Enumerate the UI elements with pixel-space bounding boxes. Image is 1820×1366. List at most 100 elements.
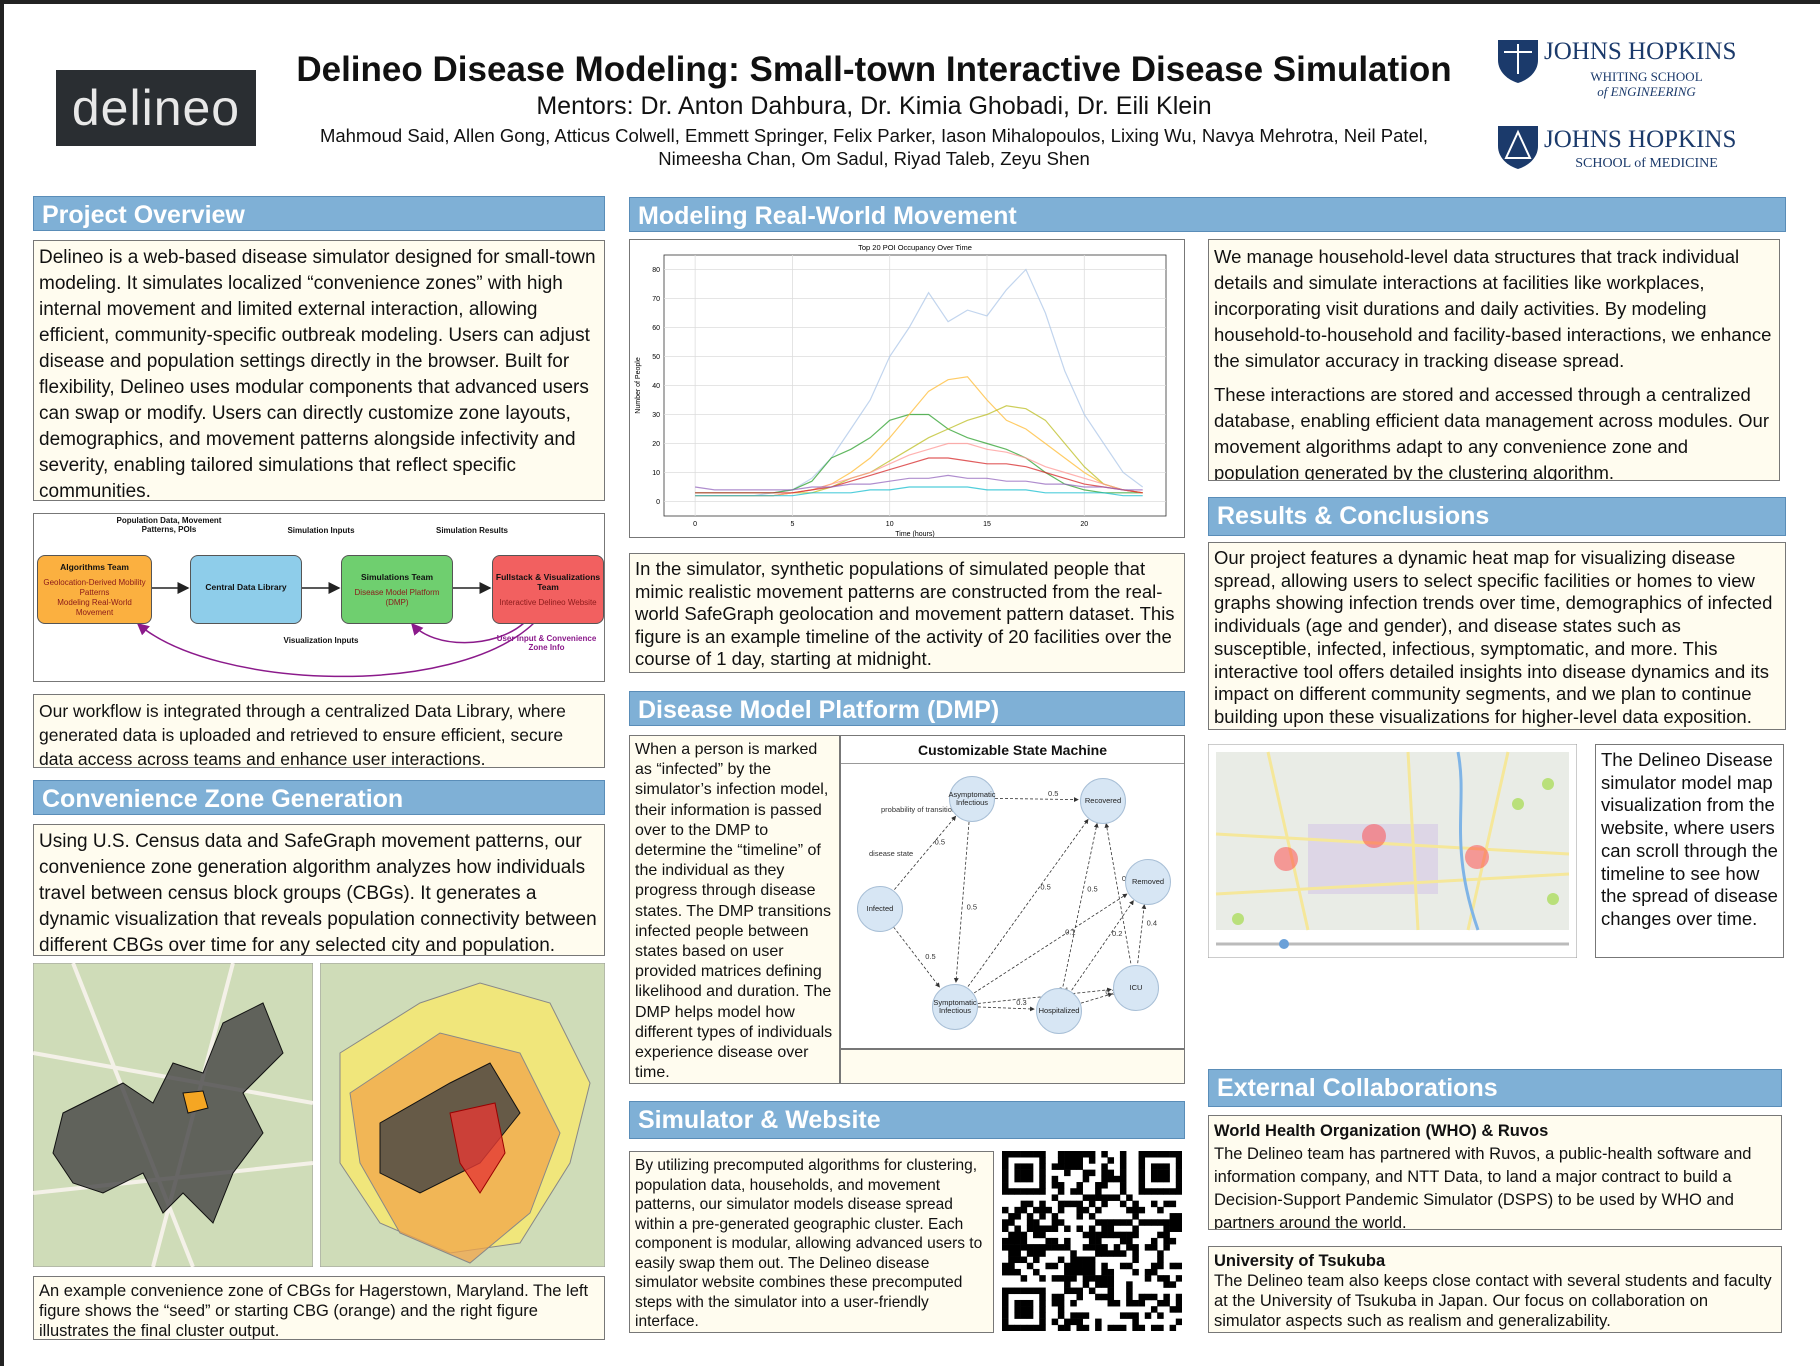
qr-module: [1002, 1268, 1009, 1276]
qr-module: [1057, 1306, 1065, 1313]
qr-module: [1064, 1275, 1071, 1282]
qr-module: [1064, 1262, 1071, 1270]
qr-module: [1095, 1275, 1102, 1282]
qr-module: [1051, 1225, 1059, 1232]
qr-module: [1039, 1318, 1046, 1326]
qr-module: [1026, 1225, 1034, 1232]
caption: The Delineo Disease simulator model map …: [1595, 744, 1784, 958]
qr-module: [1175, 1219, 1182, 1226]
section-heading: Disease Model Platform (DMP): [629, 691, 1185, 726]
qr-module: [1020, 1275, 1028, 1282]
seed-polygon: [182, 1090, 209, 1114]
edge-label: 0.2: [1105, 987, 1115, 996]
qr-module: [1169, 1151, 1177, 1158]
qr-module: [1033, 1324, 1040, 1331]
y-tick-label: 20: [652, 441, 660, 448]
qr-module: [1144, 1188, 1152, 1195]
qr-module: [1119, 1157, 1127, 1164]
qr-module: [1064, 1318, 1071, 1326]
qr-module: [1039, 1200, 1046, 1208]
section-text: Delineo is a web-based disease simulator…: [33, 240, 605, 501]
qr-module: [1157, 1175, 1164, 1183]
qr-module: [1113, 1244, 1121, 1251]
qr-module: [1057, 1244, 1065, 1251]
collaboration-text: The Delineo team has partnered with Ruvo…: [1214, 1145, 1752, 1230]
qr-module: [1163, 1293, 1170, 1301]
qr-module: [1157, 1163, 1164, 1170]
qr-module: [1157, 1256, 1164, 1264]
cluster-polygon: [52, 1002, 284, 1224]
qr-module: [1070, 1188, 1077, 1195]
qr-module: [1020, 1206, 1028, 1214]
transition-edge: [1137, 904, 1147, 964]
qr-module: [1014, 1299, 1021, 1307]
arrow: [136, 622, 535, 678]
qr-module: [1107, 1225, 1115, 1232]
qr-module: [1107, 1287, 1115, 1295]
qr-module: [1169, 1200, 1177, 1208]
qr-module: [1051, 1237, 1059, 1245]
qr-module: [1076, 1225, 1083, 1232]
qr-module: [1020, 1188, 1028, 1195]
qr-module: [1057, 1293, 1065, 1301]
qr-module: [1064, 1324, 1071, 1331]
qr-module: [1150, 1151, 1158, 1158]
qr-module: [1076, 1312, 1083, 1319]
qr-module: [1088, 1225, 1096, 1232]
jhu-school: SCHOOL of MEDICINE: [1575, 156, 1718, 171]
qr-module: [1039, 1293, 1046, 1301]
qr-module: [1107, 1299, 1115, 1307]
qr-module: [1126, 1312, 1133, 1319]
edge-label: 0.5: [925, 952, 935, 961]
paragraph: We manage household-level data structure…: [1214, 246, 1772, 371]
qr-module: [1107, 1268, 1115, 1276]
jhu-name: JOHNS HOPKINS: [1544, 126, 1737, 153]
qr-module: [1095, 1250, 1102, 1257]
qr-module: [1039, 1225, 1046, 1232]
line-chart: 0 10 20 30 40 50 60 70 80 0 5 10 15 20 Top 20 POI Occu…: [629, 239, 1185, 538]
state-node: ICU: [1113, 965, 1159, 1011]
qr-module: [1020, 1299, 1028, 1307]
qr-module: [1163, 1244, 1170, 1251]
qr-module: [1150, 1237, 1158, 1245]
qr-module: [1150, 1306, 1158, 1313]
section-text: By utilizing precomputed algorithms for …: [629, 1151, 994, 1333]
qr-module: [1101, 1200, 1108, 1208]
poi: [1512, 798, 1524, 810]
qr-module: [1163, 1163, 1170, 1170]
qr-module: [1008, 1219, 1015, 1226]
qr-module: [1144, 1268, 1152, 1276]
qr-module: [1175, 1182, 1182, 1189]
qr-module: [1033, 1188, 1040, 1195]
qr-module: [1014, 1256, 1021, 1264]
qr-module: [1082, 1175, 1090, 1183]
qr-module: [1026, 1169, 1034, 1177]
qr-module: [1057, 1182, 1065, 1189]
collaboration-title: University of Tsukuba: [1214, 1252, 1386, 1270]
qr-module: [1082, 1281, 1090, 1288]
qr-module: [1008, 1250, 1015, 1257]
qr-module: [1051, 1293, 1059, 1301]
qr-module: [1088, 1256, 1096, 1264]
transition-edge: [1080, 992, 1113, 1004]
qr-module: [1163, 1225, 1170, 1232]
qr-module: [1033, 1225, 1040, 1232]
qr-module: [1119, 1219, 1127, 1226]
qr-module: [1008, 1237, 1015, 1245]
qr-module: [1101, 1293, 1108, 1301]
qr-module: [1101, 1262, 1108, 1270]
qr-module: [1175, 1157, 1182, 1164]
state-node: Asymptomatic Infectious: [948, 776, 996, 822]
qr-module: [1014, 1169, 1021, 1177]
qr-module: [1020, 1237, 1028, 1245]
qr-module: [1157, 1169, 1164, 1177]
hotspot: [1362, 824, 1386, 848]
qr-module: [1082, 1194, 1090, 1201]
x-tick-label: 20: [1080, 521, 1088, 528]
qr-module: [1150, 1188, 1158, 1195]
qr-module: [1088, 1237, 1096, 1245]
team-title: Simulations Team: [360, 571, 434, 582]
qr-module: [1088, 1244, 1096, 1251]
qr-module: [1020, 1163, 1028, 1170]
qr-module: [1119, 1151, 1127, 1158]
